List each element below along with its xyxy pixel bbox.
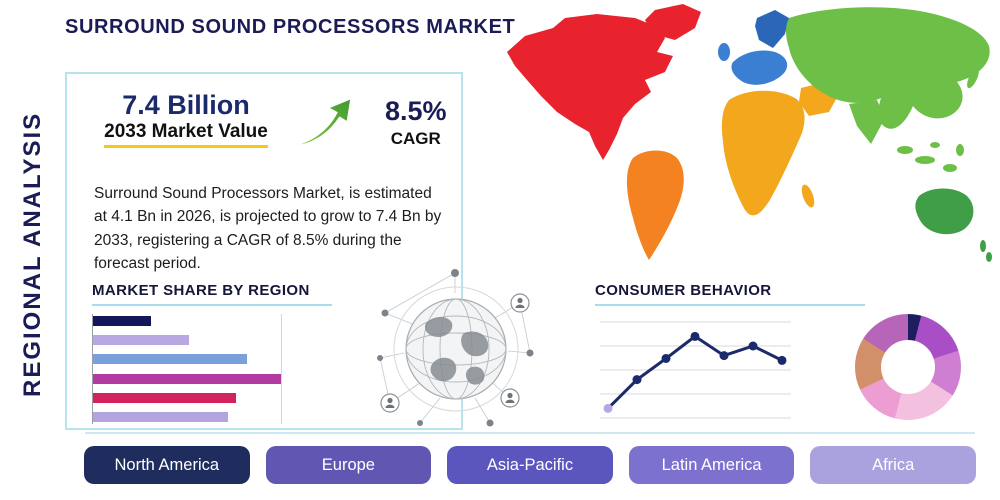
market-description: Surround Sound Processors Market, is est… bbox=[94, 185, 442, 272]
bar-region-5 bbox=[93, 392, 236, 403]
se-asia-islands bbox=[897, 142, 964, 172]
cagr-label: CAGR bbox=[390, 129, 441, 148]
market-value-block: 7.4 Billion 2033 Market Value bbox=[81, 90, 291, 148]
line-point-3 bbox=[661, 353, 671, 363]
cagr-value: 8.5% bbox=[385, 96, 447, 126]
globe-network-graphic bbox=[360, 263, 552, 435]
side-vertical-label: REGIONAL ANALYSIS bbox=[19, 111, 46, 397]
page-title: SURROUND SOUND PROCESSORS MARKET bbox=[65, 16, 516, 38]
line-chart bbox=[598, 310, 793, 425]
market-value: 7.4 Billion bbox=[122, 90, 250, 120]
cagr-block: 8.5% CAGR bbox=[385, 90, 447, 149]
donut-chart bbox=[855, 314, 961, 420]
bar-region-6 bbox=[93, 411, 229, 422]
bar-region-1 bbox=[93, 316, 152, 326]
growth-arrow-icon bbox=[285, 92, 352, 152]
bar-region-4 bbox=[93, 373, 281, 384]
region-buttons-row: North America Europe Asia-Pacific Latin … bbox=[84, 446, 976, 484]
region-button-latin-america[interactable]: Latin America bbox=[628, 446, 795, 484]
bar-region-2 bbox=[93, 335, 189, 346]
bar-region-3 bbox=[93, 354, 248, 365]
world-map-svg bbox=[507, 4, 992, 262]
line-point-6 bbox=[748, 341, 758, 351]
market-share-heading: MARKET SHARE BY REGION bbox=[92, 282, 332, 306]
line-chart-svg bbox=[600, 321, 791, 419]
market-value-label: 2033 Market Value bbox=[104, 121, 268, 148]
person-node-icons bbox=[380, 293, 530, 413]
line-point-5 bbox=[719, 351, 729, 361]
region-button-asia-pacific[interactable]: Asia-Pacific bbox=[447, 446, 613, 484]
consumer-behavior-heading: CONSUMER BEHAVIOR bbox=[595, 282, 865, 306]
stat-row: 7.4 Billion 2033 Market Value 8.5% CAGR bbox=[81, 90, 447, 152]
world-map bbox=[505, 0, 1000, 285]
bar-chart bbox=[92, 314, 282, 424]
line-point-7 bbox=[777, 355, 787, 365]
new-zealand bbox=[980, 240, 992, 262]
line-point-2 bbox=[632, 375, 642, 385]
line-point-1 bbox=[603, 403, 613, 413]
donut-hole bbox=[881, 340, 935, 394]
line-point-4 bbox=[690, 331, 700, 341]
region-button-north-america[interactable]: North America bbox=[84, 446, 250, 484]
summary-panel: 7.4 Billion 2033 Market Value 8.5% CAGR bbox=[65, 72, 463, 430]
bottom-divider bbox=[85, 432, 975, 434]
region-button-africa[interactable]: Africa bbox=[810, 446, 976, 484]
region-button-europe[interactable]: Europe bbox=[265, 446, 432, 484]
